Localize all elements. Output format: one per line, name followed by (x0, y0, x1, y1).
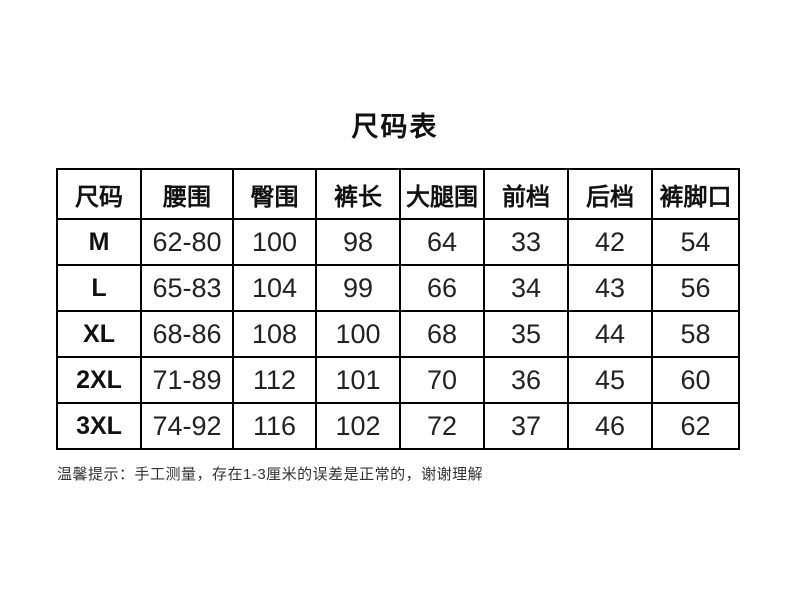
value-cell: 46 (567, 402, 653, 450)
value-cell: 60 (651, 356, 740, 404)
value-cell: 33 (483, 218, 569, 266)
value-cell: 37 (483, 402, 569, 450)
value-cell: 72 (399, 402, 485, 450)
size-cell: 3XL (56, 402, 142, 450)
value-cell: 62-80 (140, 218, 234, 266)
value-cell: 36 (483, 356, 569, 404)
size-cell: M (56, 218, 142, 266)
value-cell: 64 (399, 218, 485, 266)
value-cell: 112 (232, 356, 317, 404)
value-cell: 70 (399, 356, 485, 404)
column-header-back-rise: 后档 (567, 168, 653, 220)
header-row: 尺码 腰围 臀围 裤长 大腿围 前档 后档 裤脚口 (56, 168, 740, 220)
value-cell: 58 (651, 310, 740, 358)
value-cell: 102 (315, 402, 401, 450)
value-cell: 43 (567, 264, 653, 312)
column-header-pants-length: 裤长 (315, 168, 401, 220)
size-table: 尺码 腰围 臀围 裤长 大腿围 前档 后档 裤脚口 M 62-80 100 98… (56, 168, 740, 450)
value-cell: 45 (567, 356, 653, 404)
value-cell: 116 (232, 402, 317, 450)
value-cell: 100 (315, 310, 401, 358)
value-cell: 101 (315, 356, 401, 404)
measurement-disclaimer-note: 温馨提示：手工测量，存在1-3厘米的误差是正常的，谢谢理解 (57, 466, 484, 483)
column-header-size: 尺码 (56, 168, 142, 220)
value-cell: 34 (483, 264, 569, 312)
value-cell: 98 (315, 218, 401, 266)
value-cell: 44 (567, 310, 653, 358)
value-cell: 42 (567, 218, 653, 266)
value-cell: 108 (232, 310, 317, 358)
size-cell: XL (56, 310, 142, 358)
table-row-m: M 62-80 100 98 64 33 42 54 (56, 218, 740, 266)
table-row-l: L 65-83 104 99 66 34 43 56 (56, 264, 740, 312)
value-cell: 35 (483, 310, 569, 358)
table-row-3xl: 3XL 74-92 116 102 72 37 46 62 (56, 402, 740, 450)
column-header-hip: 臀围 (232, 168, 317, 220)
value-cell: 74-92 (140, 402, 234, 450)
column-header-leg-opening: 裤脚口 (651, 168, 740, 220)
value-cell: 54 (651, 218, 740, 266)
size-cell: L (56, 264, 142, 312)
table-row-xl: XL 68-86 108 100 68 35 44 58 (56, 310, 740, 358)
value-cell: 56 (651, 264, 740, 312)
size-cell: 2XL (56, 356, 142, 404)
column-header-waist: 腰围 (140, 168, 234, 220)
page-title: 尺码表 (351, 112, 439, 142)
value-cell: 68-86 (140, 310, 234, 358)
value-cell: 71-89 (140, 356, 234, 404)
column-header-front-rise: 前档 (483, 168, 569, 220)
value-cell: 104 (232, 264, 317, 312)
value-cell: 99 (315, 264, 401, 312)
column-header-thigh: 大腿围 (399, 168, 485, 220)
value-cell: 66 (399, 264, 485, 312)
value-cell: 62 (651, 402, 740, 450)
table-row-2xl: 2XL 71-89 112 101 70 36 45 60 (56, 356, 740, 404)
value-cell: 100 (232, 218, 317, 266)
value-cell: 68 (399, 310, 485, 358)
value-cell: 65-83 (140, 264, 234, 312)
